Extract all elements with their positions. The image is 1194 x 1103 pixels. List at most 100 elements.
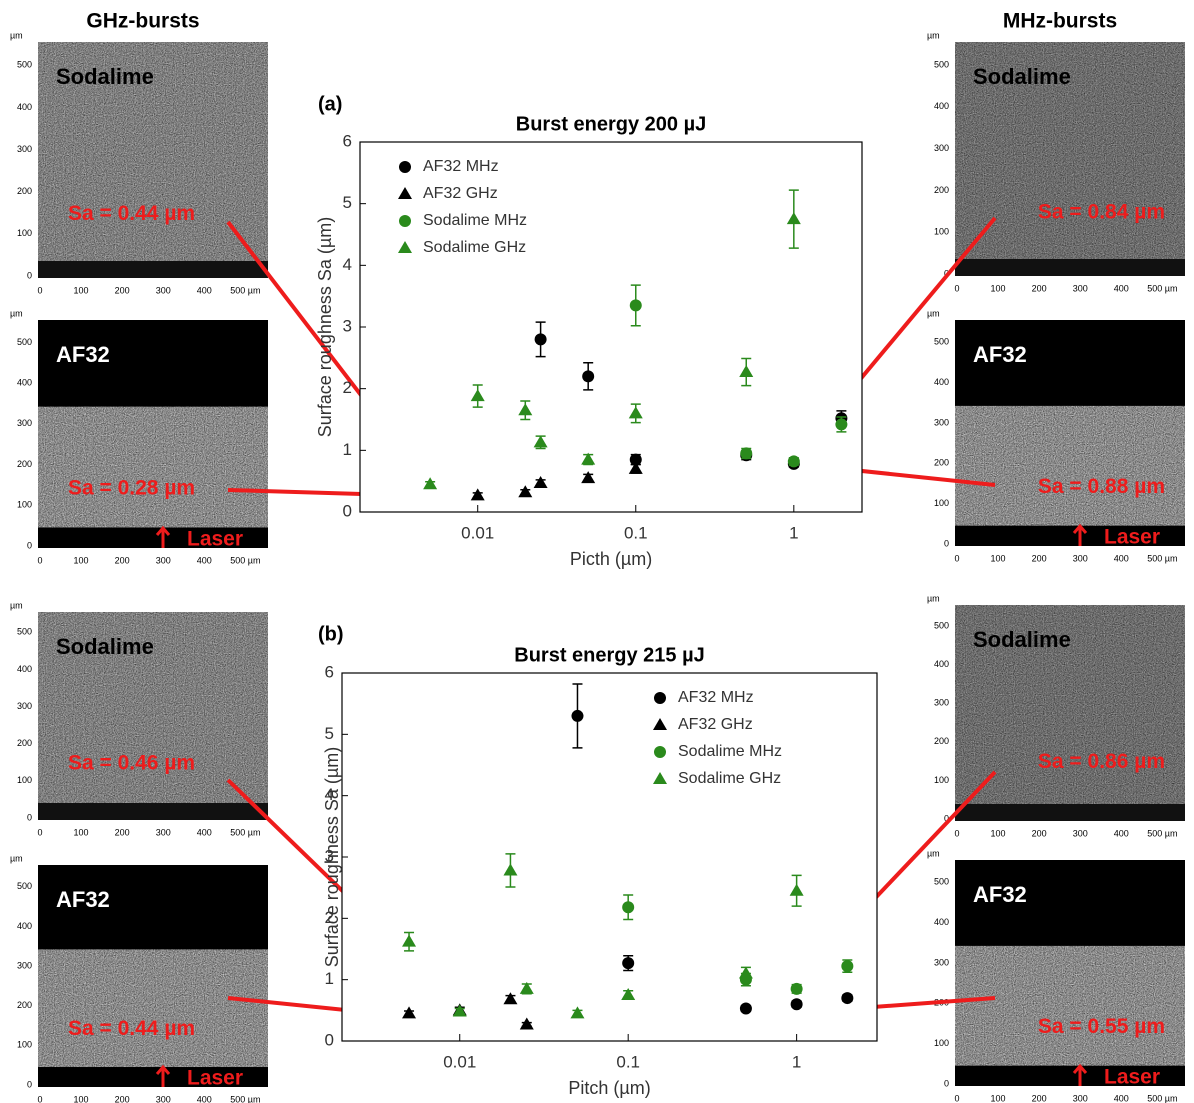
image-y-tick: 400: [934, 659, 949, 669]
triangle-marker: [503, 863, 518, 876]
right-heading: MHz-bursts: [1003, 10, 1117, 33]
plot-frame: [359, 141, 863, 513]
image-noise: [955, 605, 1185, 821]
micrograph: µm 0 100 200 300 400 500 0 100 200 300 400 500 µm Sod…: [927, 593, 1185, 838]
image-y-tick: 300: [17, 144, 32, 154]
image-y-tick: 500: [934, 877, 949, 887]
image-noise: [955, 42, 1185, 276]
image-y-tick: 300: [17, 418, 32, 428]
image-y-tick: 300: [17, 701, 32, 711]
triangle-marker: [519, 1017, 534, 1030]
image-y-tick: 200: [934, 185, 949, 195]
image-y-tick: 0: [27, 270, 32, 280]
image-noise: [38, 42, 268, 278]
chart-title: Burst energy 200 µJ: [516, 113, 707, 135]
laser-label: Laser: [1104, 526, 1160, 549]
image-x-tick: 500 µm: [230, 1094, 260, 1103]
image-y-tick: 200: [17, 459, 32, 469]
image-x-tick: 300: [1073, 828, 1088, 838]
legend-label: AF32 GHz: [678, 716, 753, 733]
legend-label: Sodalime MHz: [678, 743, 782, 760]
image-y-tick: 0: [944, 538, 949, 548]
triangle-marker: [653, 718, 667, 730]
image-unit: µm: [927, 848, 940, 858]
triangle-marker: [621, 988, 636, 1000]
roughness-label: Sa = 0.84 µm: [1038, 200, 1165, 223]
legend-label: Sodalime MHz: [423, 212, 527, 229]
image-y-tick: 400: [934, 101, 949, 111]
laser-arrow: [155, 1064, 171, 1087]
image-noise: [955, 405, 1185, 526]
image-x-tick: 200: [115, 827, 130, 837]
x-tick-label: 1: [789, 523, 798, 542]
image-x-tick: 200: [115, 1094, 130, 1103]
image-x-tick: 100: [74, 1094, 89, 1103]
image-x-tick: 300: [156, 555, 171, 565]
x-tick-label: 0.01: [461, 523, 494, 542]
triangle-marker: [452, 1004, 467, 1017]
triangle-marker: [628, 461, 643, 474]
y-tick-label: 2: [343, 378, 352, 397]
image-unit: µm: [927, 308, 940, 318]
material-label: Sodalime: [56, 634, 154, 659]
image-band: [955, 804, 1185, 821]
triangle-marker: [533, 435, 548, 448]
laser-arrow: [155, 525, 171, 548]
chart-title: Burst energy 215 µJ: [514, 644, 705, 666]
image-y-tick: 300: [934, 698, 949, 708]
laser-label: Laser: [187, 528, 243, 551]
triangle-marker: [581, 452, 596, 465]
image-x-tick: 0: [954, 553, 959, 563]
circle-marker: [622, 901, 635, 914]
roughness-label: Sa = 0.44 µm: [68, 1017, 195, 1040]
y-tick-label: 5: [325, 724, 334, 743]
image-x-tick: 0: [37, 1094, 42, 1103]
y-tick-label: 4: [325, 785, 334, 804]
image-y-tick: 100: [17, 1040, 32, 1050]
panel-label: (a): [318, 93, 342, 115]
image-x-tick: 500 µm: [230, 285, 260, 295]
material-label: AF32: [973, 342, 1027, 367]
y-tick-label: 0: [325, 1030, 334, 1049]
triangle-marker: [518, 485, 533, 498]
triangle-marker: [789, 883, 804, 896]
x-tick-label: 1: [792, 1052, 801, 1071]
laser-label: Laser: [1104, 1066, 1160, 1089]
image-x-tick: 300: [1073, 283, 1088, 293]
circle-marker: [582, 370, 595, 383]
image-x-tick: 100: [991, 828, 1006, 838]
circle-marker: [841, 960, 854, 973]
image-y-tick: 100: [17, 500, 32, 510]
legend-label: Sodalime GHz: [678, 770, 781, 787]
image-y-tick: 500: [17, 881, 32, 891]
circle-marker: [629, 299, 642, 312]
circle-marker: [739, 1002, 752, 1015]
triangle-marker: [533, 476, 548, 489]
image-y-tick: 100: [934, 1038, 949, 1048]
image-y-tick: 0: [27, 812, 32, 822]
image-x-tick: 300: [156, 1094, 171, 1103]
image-unit: µm: [10, 853, 23, 863]
image-x-tick: 0: [954, 1093, 959, 1103]
image-y-tick: 100: [934, 498, 949, 508]
material-label: AF32: [973, 882, 1027, 907]
image-x-tick: 400: [197, 827, 212, 837]
image-x-tick: 400: [197, 285, 212, 295]
image-unit: µm: [927, 30, 940, 40]
x-axis-label: Pitch (µm): [568, 1078, 650, 1098]
circle-marker: [740, 447, 753, 460]
image-y-tick: 0: [944, 1078, 949, 1088]
x-tick-label: 0.1: [616, 1052, 640, 1071]
image-y-tick: 500: [934, 59, 949, 69]
image-x-tick: 500 µm: [1147, 1093, 1177, 1103]
image-unit: µm: [10, 600, 23, 610]
image-noise: [38, 612, 268, 820]
legend-label: AF32 MHz: [678, 689, 754, 706]
image-x-tick: 400: [1114, 1093, 1129, 1103]
image-x-tick: 0: [37, 285, 42, 295]
image-y-tick: 200: [934, 458, 949, 468]
roughness-label: Sa = 0.28 µm: [68, 476, 195, 499]
triangle-marker: [519, 981, 534, 994]
triangle-marker: [653, 772, 667, 784]
y-axis-label: Surface roughness Sa (µm): [322, 747, 342, 967]
